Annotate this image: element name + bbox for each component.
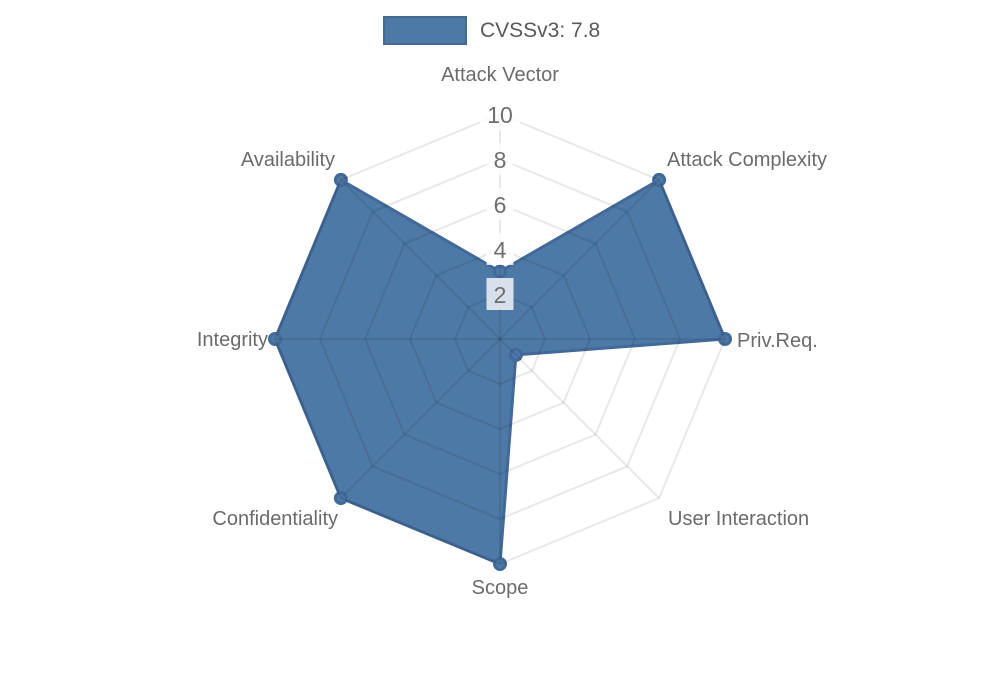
grid-ring [363,202,637,476]
axis-label: Priv.Req. [737,330,818,352]
grid-ring [453,292,547,386]
tick-label: 4 [494,237,507,263]
axis-line [340,338,501,499]
tick-label: 6 [494,192,507,218]
data-point[interactable] [508,347,523,362]
grid-ring [318,157,682,521]
tick-backdrop [480,98,520,130]
data-point[interactable] [493,557,507,571]
legend-swatch [383,16,467,45]
axis-label: Availability [241,149,335,171]
axis-label: Scope [472,577,529,599]
grid-ring [408,247,592,431]
data-point[interactable] [652,172,667,187]
legend-label: CVSSv3: 7.8 [480,19,601,42]
grid-ring [273,112,727,566]
axis-line [499,338,660,499]
tick-backdrop [486,188,514,220]
tick-backdrop [486,233,514,265]
data-point[interactable] [718,332,732,346]
legend-item[interactable]: CVSSv3: 7.8 [383,16,600,45]
data-point[interactable] [268,332,282,346]
axis-labels-layer: Attack Vector Attack Complexity Priv.Req. U… [197,64,827,599]
axis-label: Confidentiality [212,508,338,530]
tick-label: 8 [494,147,507,173]
points-layer [268,172,732,571]
tick-label: 10 [487,102,513,128]
tick-label: 2 [494,282,507,308]
tick-backdrop [486,143,514,175]
grid-layer [273,112,727,566]
ticks-layer: 2 4 6 8 10 [480,98,520,310]
axis-label: Attack Vector [441,64,559,86]
data-point[interactable] [333,491,348,506]
data-point[interactable] [493,264,507,279]
data-point[interactable] [333,172,348,187]
axis-label: Integrity [197,329,268,351]
tick-backdrop [486,278,514,310]
axis-line [499,179,660,340]
axis-line [340,179,501,340]
axis-label: User Interaction [668,508,809,530]
axis-label: Attack Complexity [667,149,827,171]
